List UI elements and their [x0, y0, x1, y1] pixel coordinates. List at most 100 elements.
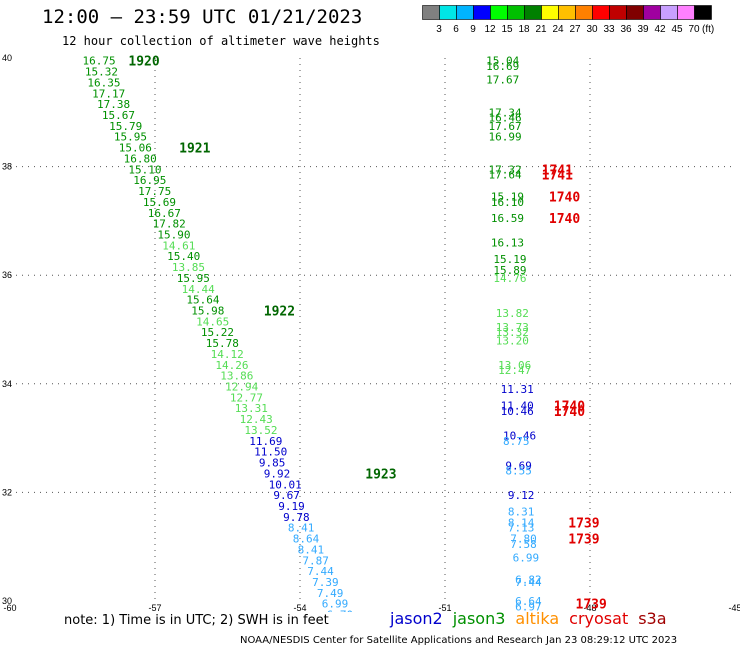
wave-height-label: 16.10	[491, 196, 524, 209]
wave-height-label: 8.64	[293, 533, 320, 546]
wave-height-label: 8.75	[503, 435, 530, 448]
time-label: 1740	[554, 400, 585, 415]
colorbar-label: 9	[470, 24, 476, 35]
wave-height-label: 16.46	[489, 112, 522, 125]
wave-height-label: 15.95	[114, 131, 147, 144]
wave-height-label: 17.67	[486, 74, 519, 87]
wave-height-label: 14.76	[493, 272, 526, 285]
wave-height-label: 16.80	[124, 152, 157, 165]
wave-height-label: 15.10	[128, 163, 161, 176]
wave-height-label: 16.13	[491, 237, 524, 250]
colorbar-label: 27	[569, 24, 581, 35]
colorbar-swatch	[694, 5, 712, 20]
wave-height-label: 15.89	[493, 264, 526, 277]
wave-height-label: 16.99	[489, 131, 522, 144]
wave-height-label: 12.43	[240, 413, 273, 426]
wave-height-label: 7.80	[510, 533, 537, 546]
satellite-label-s3a: s3a	[638, 609, 667, 628]
wave-height-label: 7.39	[312, 576, 339, 589]
x-tick-label: -54	[293, 603, 306, 612]
wave-height-label: 15.06	[119, 142, 152, 155]
colorbar-label: 3	[436, 24, 442, 35]
wave-height-label: 9.69	[505, 459, 531, 472]
wave-height-label: 10.01	[269, 478, 302, 491]
wave-height-label: 13.85	[172, 261, 205, 274]
wave-height-label: 8.31	[508, 505, 535, 518]
wave-height-label: 8.41	[288, 522, 315, 535]
wave-height-label: 8.41	[298, 543, 325, 556]
time-label: 1740	[554, 405, 585, 420]
wave-height-label: 16.69	[486, 60, 519, 73]
wave-height-label: 15.04	[486, 55, 519, 68]
wave-height-label: 7.87	[302, 554, 329, 567]
wave-height-label: 17.82	[153, 218, 186, 231]
wave-height-label: 16.75	[83, 55, 116, 68]
y-tick-label: 30	[2, 596, 12, 606]
wave-height-label: 16.59	[491, 212, 524, 225]
colorbar-unit: (ft)	[702, 24, 714, 35]
wave-height-label: 13.20	[496, 334, 529, 347]
wave-height-label: 15.90	[157, 228, 190, 241]
wave-height-label: 11.69	[249, 435, 282, 448]
wave-height-label: 15.78	[206, 337, 239, 350]
wave-height-label: 12.47	[498, 364, 531, 377]
wave-height-label: 15.98	[191, 304, 224, 317]
color-scale-legend: 3 6 9 12 15 18 21 24 27 30 33 36 39 42 45 70 (ft)	[422, 5, 714, 35]
wave-height-label: 7.49	[317, 587, 344, 600]
colorbar-label: 33	[603, 24, 615, 35]
wave-height-label: 17.32	[489, 163, 522, 176]
wave-height-label: 9.12	[508, 489, 535, 502]
wave-height-label: 15.40	[167, 250, 200, 263]
wave-height-label: 6.99	[322, 598, 349, 611]
wave-height-label: 8.14	[508, 516, 535, 529]
wave-height-label: 11.40	[501, 400, 534, 413]
units-note: note: 1) Time is in UTC; 2) SWH is in fe…	[64, 613, 329, 628]
colorbar-label: 18	[518, 24, 530, 35]
wave-height-label: 13.32	[496, 326, 529, 339]
y-tick-label: 38	[2, 162, 12, 172]
wave-height-label: 16.67	[148, 207, 181, 220]
wave-height-label: 17.75	[138, 185, 171, 198]
time-label: 1740	[549, 190, 580, 205]
satellite-label-jason3: jason3	[452, 609, 506, 628]
satellite-label-cryosat: cryosat	[569, 609, 629, 628]
wave-height-label: 6.70	[327, 609, 354, 612]
wave-height-label: 9.19	[278, 500, 305, 513]
wave-height-label: 17.34	[489, 106, 522, 119]
wave-height-label: 13.06	[498, 359, 531, 372]
colorbar-label: 39	[637, 24, 649, 35]
wave-height-label: 6.82	[515, 573, 542, 586]
page-subtitle: 12 hour collection of altimeter wave hei…	[62, 34, 380, 48]
wave-height-label: 14.61	[162, 239, 195, 252]
y-tick-label: 34	[2, 379, 12, 389]
wave-height-label: 12.94	[225, 381, 258, 394]
time-label: 1921	[179, 142, 210, 157]
wave-height-label: 6.64	[515, 595, 542, 608]
wave-height-label: 7.44	[515, 576, 542, 589]
wave-height-label: 16.95	[133, 174, 166, 187]
colorbar-label: 45	[671, 24, 683, 35]
colorbar-label: 42	[654, 24, 666, 35]
colorbar-label: 12	[484, 24, 496, 35]
wave-height-label: 15.32	[85, 66, 118, 79]
wave-height-label: 17.67	[489, 120, 522, 133]
wave-height-label: 10.46	[501, 405, 534, 418]
wave-height-label: 13.52	[244, 424, 277, 437]
time-label: 1739	[568, 533, 599, 548]
time-label: 1922	[264, 304, 295, 319]
colorbar-label: 36	[620, 24, 632, 35]
wave-height-label: 17.38	[97, 98, 130, 111]
wave-height-label: 9.92	[264, 467, 291, 480]
wave-height-label: 13.82	[496, 307, 529, 320]
wave-height-label: 16.35	[87, 76, 120, 89]
wave-height-label: 12.77	[230, 391, 263, 404]
colorbar-label: 24	[552, 24, 564, 35]
satellite-label-altika: altika	[515, 609, 560, 628]
wave-height-label: 14.65	[196, 315, 229, 328]
wave-height-label: 7.58	[510, 538, 537, 551]
time-label: 1923	[365, 467, 396, 482]
wave-height-label: 14.12	[211, 348, 244, 361]
wave-height-label: 6.97	[515, 600, 542, 612]
wave-height-label: 9.85	[259, 457, 286, 470]
wave-height-label: 11.50	[254, 446, 287, 459]
